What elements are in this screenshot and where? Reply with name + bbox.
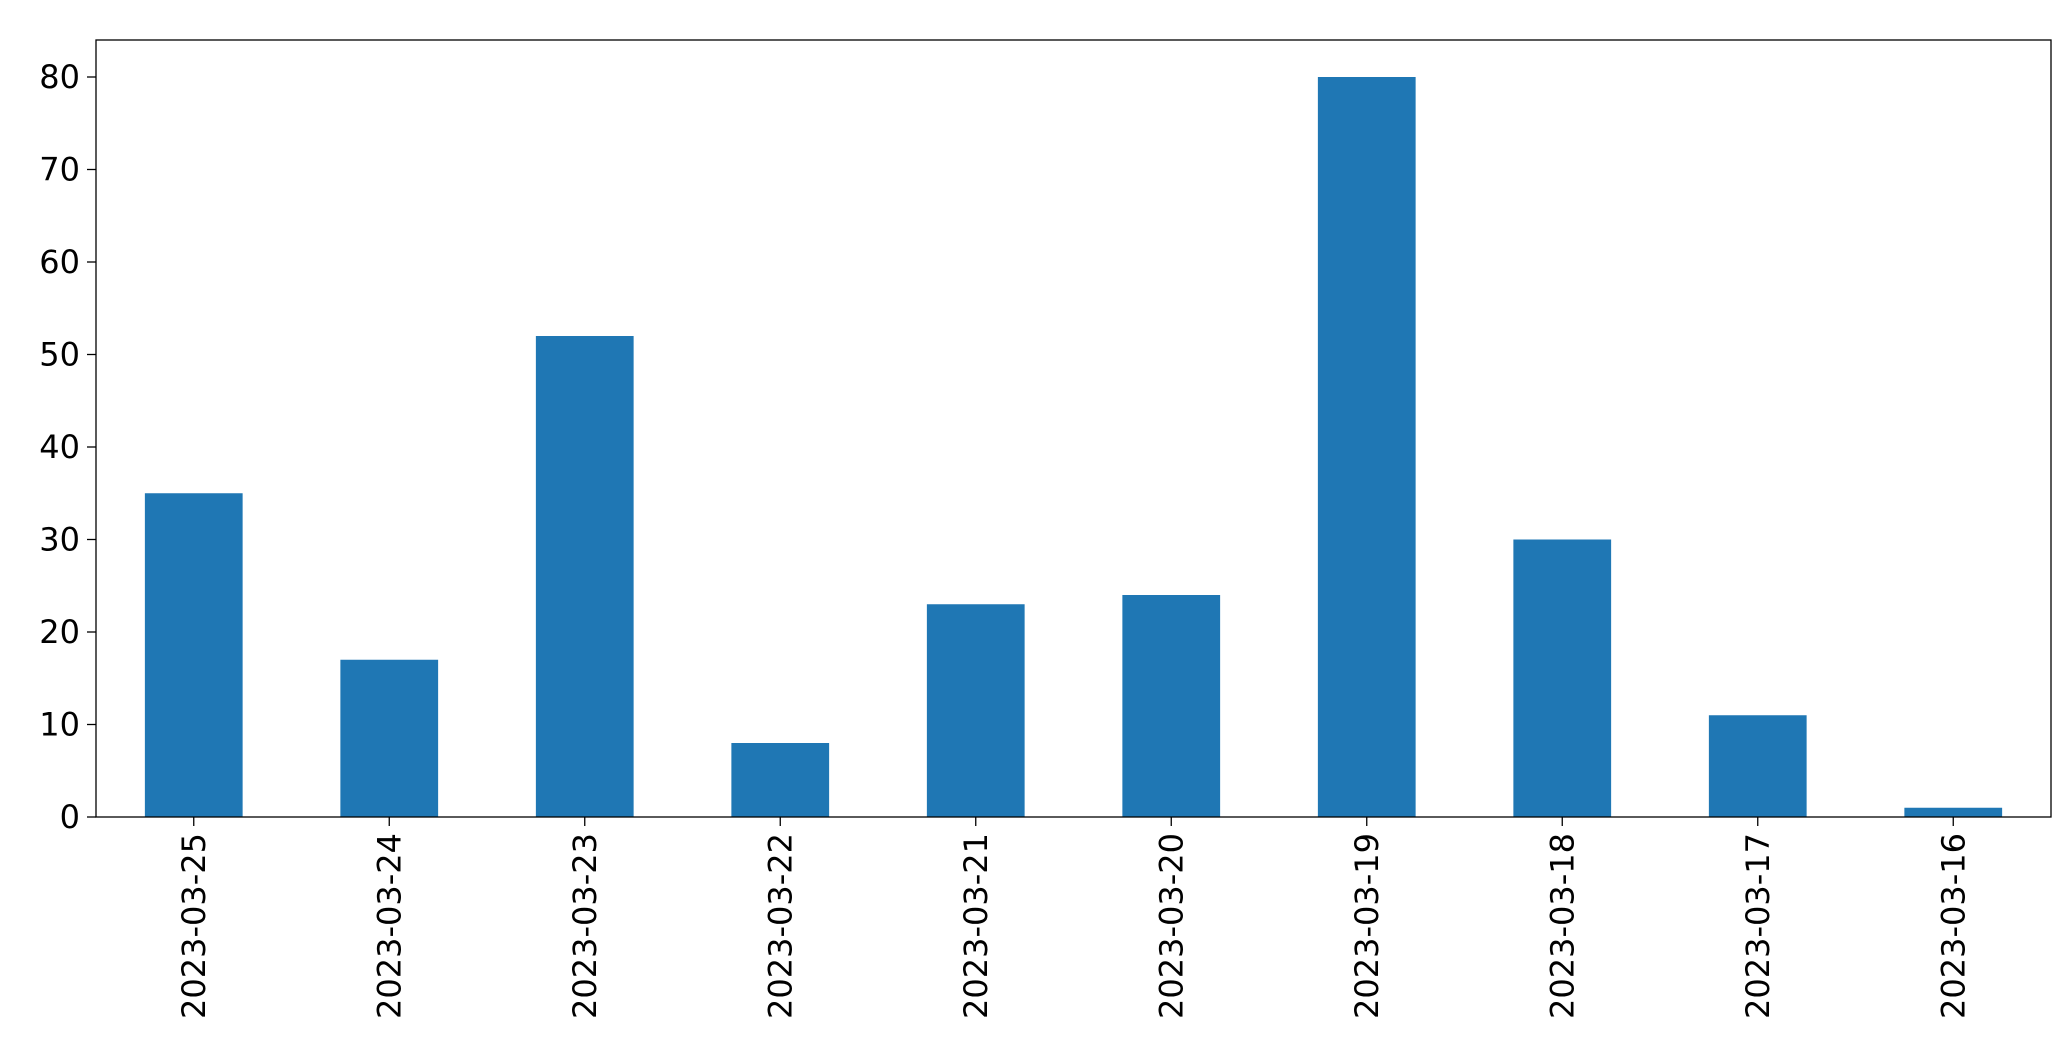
bar (731, 743, 830, 817)
y-tick-label: 70 (39, 151, 80, 189)
x-tick-label: 2023-03-18 (1543, 833, 1581, 1019)
y-tick-label: 60 (39, 243, 80, 281)
x-tick-label: 2023-03-19 (1348, 833, 1386, 1019)
x-tick-label: 2023-03-16 (1934, 833, 1972, 1019)
bar (340, 659, 439, 817)
bar (926, 604, 1025, 817)
x-tick-label: 2023-03-25 (175, 833, 213, 1019)
y-tick-label: 30 (39, 521, 80, 559)
y-tick-label: 10 (39, 706, 80, 744)
x-tick-label: 2023-03-22 (761, 833, 799, 1019)
bar (1904, 807, 2003, 817)
bar (1317, 77, 1416, 817)
bar (535, 336, 634, 817)
y-tick-label: 40 (39, 428, 80, 466)
x-tick-label: 2023-03-20 (1152, 833, 1190, 1019)
bar (1122, 595, 1221, 817)
y-tick-label: 0 (60, 798, 80, 836)
x-tick-label: 2023-03-17 (1739, 833, 1777, 1019)
y-tick-label: 50 (39, 336, 80, 374)
y-tick-label: 80 (39, 58, 80, 96)
bar (1708, 715, 1807, 817)
plot-frame (95, 39, 2052, 818)
bar (144, 493, 243, 817)
bar (1513, 539, 1612, 817)
x-tick-label: 2023-03-21 (957, 833, 995, 1019)
x-tick-label: 2023-03-23 (566, 833, 604, 1019)
y-tick-label: 20 (39, 613, 80, 651)
x-tick-label: 2023-03-24 (370, 833, 408, 1019)
